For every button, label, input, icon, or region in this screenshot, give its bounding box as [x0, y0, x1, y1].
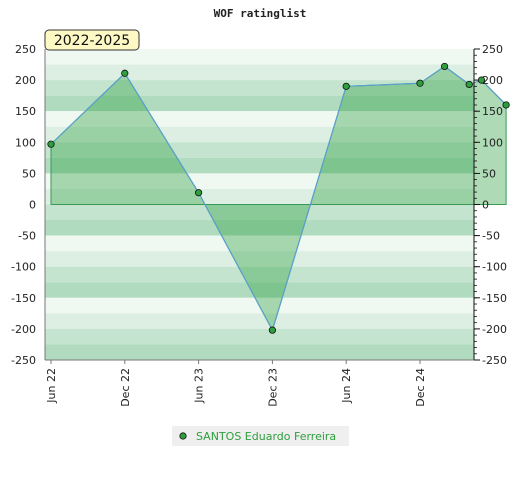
y-tick-label-right: -200 [482, 323, 507, 336]
right-ticks: 250 200 150 100 50 0 -50 -100 -150 -200 -250 [474, 43, 507, 367]
grid-band [45, 328, 474, 345]
legend-series-name: SANTOS Eduardo Ferreira [196, 430, 336, 443]
grid-band [45, 220, 474, 236]
grid-band [45, 344, 474, 360]
data-point [195, 189, 203, 197]
left-ticks: 250 200 150 100 50 0 -50 -100 -150 -200 -250 [11, 43, 36, 367]
data-point [268, 326, 276, 334]
y-tick-label-left: 100 [15, 136, 36, 149]
y-tick-label-right: -50 [482, 230, 500, 243]
grid-band [45, 49, 474, 65]
grid-band [45, 95, 474, 112]
grid-band [45, 157, 474, 174]
y-tick-label-left: -50 [18, 230, 36, 243]
x-tick-label: Jun 23 [193, 368, 206, 404]
grid-band [45, 313, 474, 329]
grid-band [45, 251, 474, 267]
grid-band [45, 282, 474, 298]
y-tick-label-left: -250 [11, 354, 36, 367]
grid-band [45, 235, 474, 252]
y-tick-label-right: 0 [482, 199, 489, 212]
x-tick-label: Dec 23 [266, 368, 279, 407]
series-polyline [50, 65, 507, 332]
data-point [502, 101, 510, 109]
y-tick-label-right: 100 [482, 136, 503, 149]
y-tick-label-left: 250 [15, 43, 36, 56]
legend-marker [179, 432, 187, 440]
data-point [465, 80, 473, 89]
data-point [121, 69, 129, 77]
data-point [416, 79, 424, 87]
data-point [47, 140, 55, 148]
grid-band [45, 204, 474, 221]
data-point [477, 76, 486, 84]
y-tick-label-right: -250 [482, 354, 507, 367]
plot-background [45, 49, 474, 360]
y-tick-label-right: -150 [482, 292, 507, 305]
y-tick-label-right: 200 [482, 74, 503, 87]
grid-band [45, 266, 474, 283]
grid-band [45, 126, 474, 143]
chart-title: WOF ratinglist [214, 7, 307, 20]
grid-band [45, 64, 474, 81]
data-point [440, 62, 449, 71]
x-ticks: Jun 22 Dec 22 Jun 23 Dec 23 Jun 24 Dec 24 [45, 360, 427, 407]
data-point [342, 82, 350, 90]
x-tick-label: Jun 24 [340, 368, 353, 404]
grid-band [45, 173, 474, 189]
grid-band [45, 80, 474, 96]
y-tick-label-left: 0 [29, 199, 36, 212]
y-tick-label-left: 50 [22, 167, 36, 180]
y-tick-label-left: -200 [11, 323, 36, 336]
period-badge: 2022-2025 [44, 29, 140, 51]
x-tick-label: Jun 22 [45, 368, 58, 404]
y-tick-label-left: 200 [15, 74, 36, 87]
x-tick-label: Dec 22 [119, 368, 132, 407]
y-tick-label-left: -150 [11, 292, 36, 305]
y-tick-label-right: -100 [482, 261, 507, 274]
data-points [47, 62, 510, 334]
y-tick-label-left: -100 [11, 261, 36, 274]
y-tick-label-right: 50 [482, 167, 496, 180]
y-tick-label-right: 250 [482, 43, 503, 56]
legend: SANTOS Eduardo Ferreira [172, 426, 349, 446]
grid-band [45, 188, 474, 205]
series-line [50, 65, 507, 332]
grid-band [45, 111, 474, 127]
y-tick-label-right: 150 [482, 105, 503, 118]
y-tick-label-left: 150 [15, 105, 36, 118]
grid-band [45, 142, 474, 158]
period-badge-label: 2022-2025 [54, 33, 130, 49]
x-tick-label: Dec 24 [414, 368, 427, 407]
